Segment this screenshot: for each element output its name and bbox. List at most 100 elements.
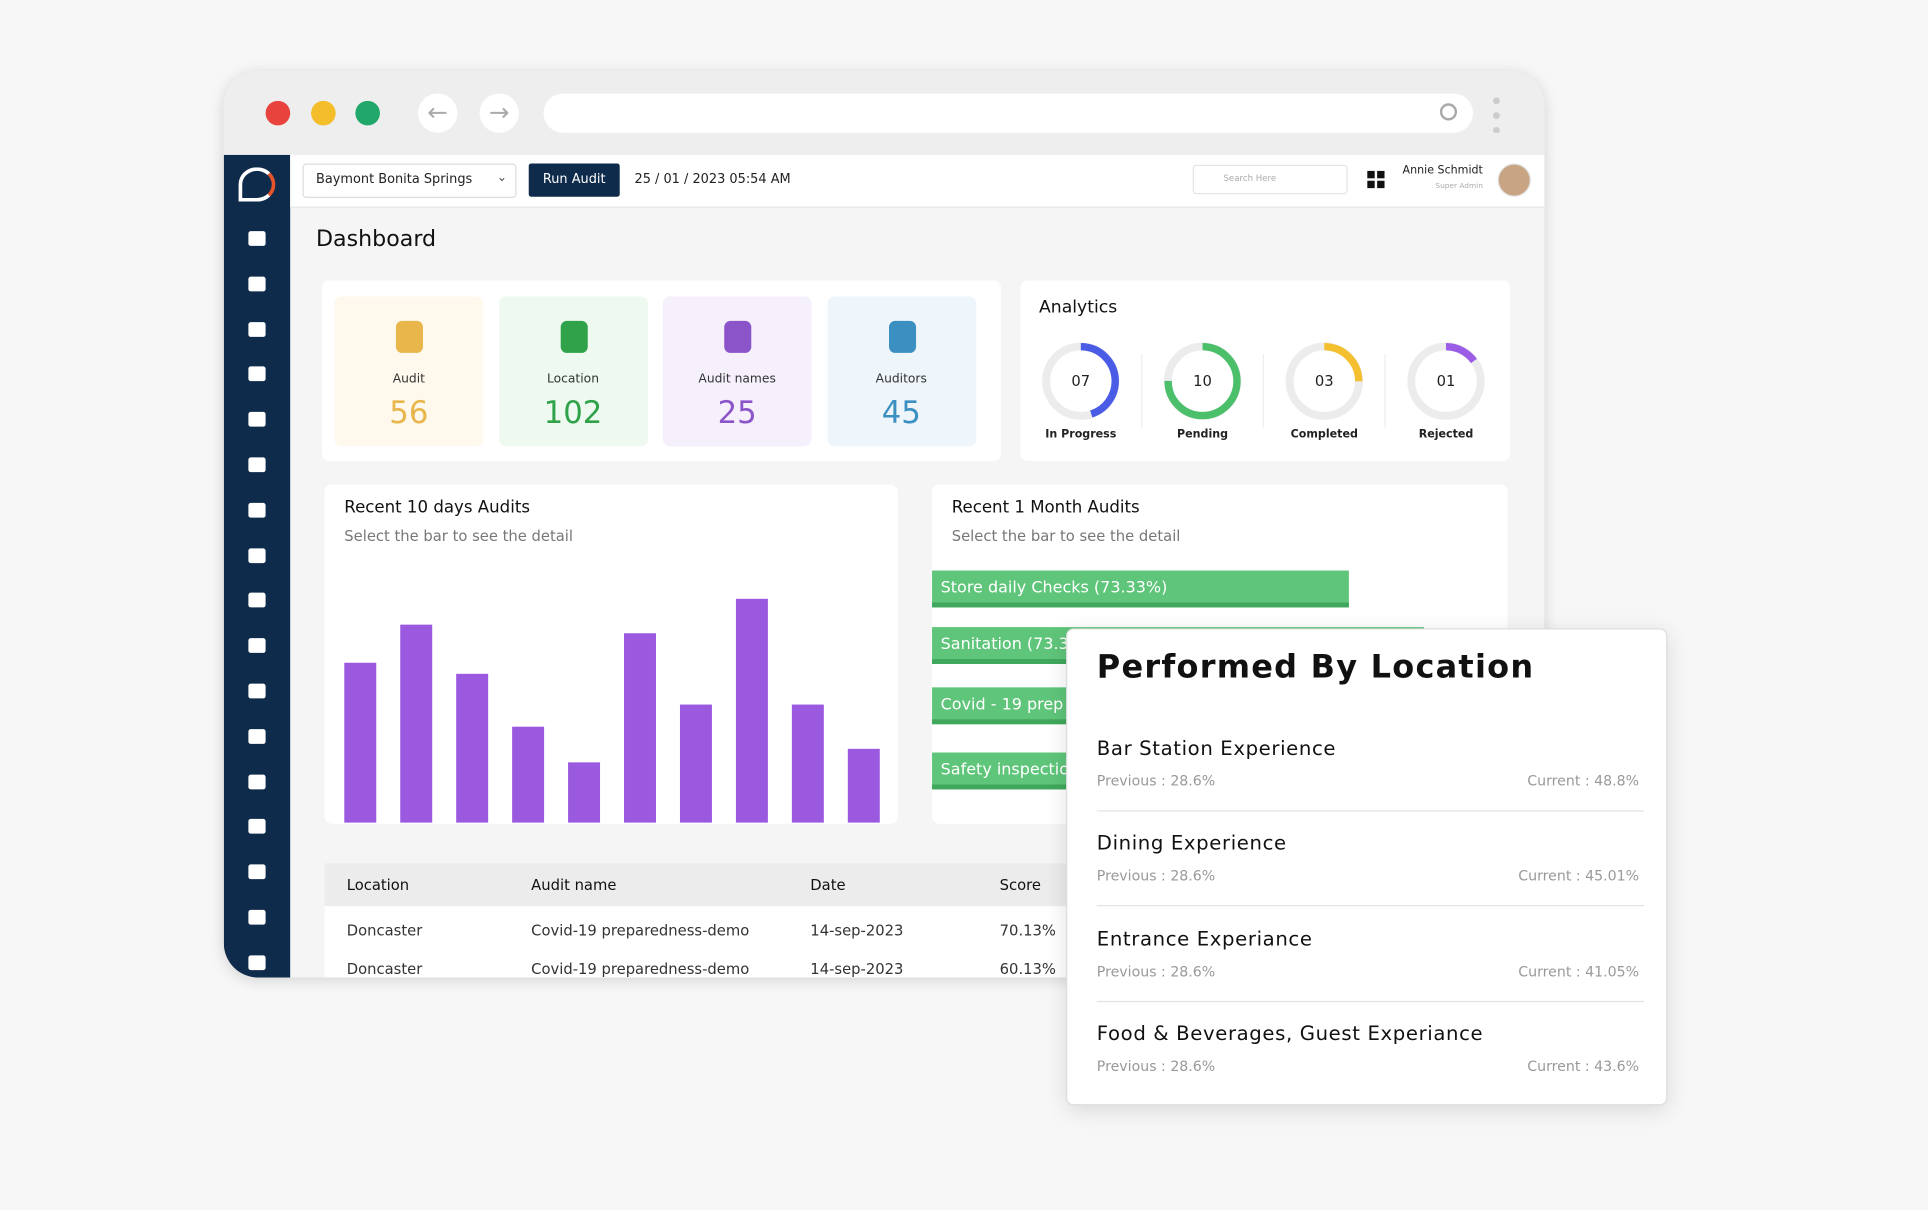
donut-arc xyxy=(1164,343,1241,420)
month-bar[interactable]: Store daily Checks (73.33%) xyxy=(932,570,1349,608)
stat-value: 25 xyxy=(717,394,757,431)
table-cell: 70.13% xyxy=(999,922,1056,940)
run-audit-button[interactable]: Run Audit xyxy=(528,163,620,197)
donut-count: 01 xyxy=(1437,373,1456,390)
close-dot[interactable] xyxy=(265,100,291,126)
divider xyxy=(1384,354,1386,428)
donut-label: Pending xyxy=(1177,429,1229,442)
nav-icon[interactable] xyxy=(248,955,266,970)
nav-icon[interactable] xyxy=(248,728,266,744)
location-name: Food & Beverages, Guest Experiance xyxy=(1096,1021,1484,1046)
chart-title: Recent 10 days Audits xyxy=(344,497,530,518)
table-cell: 60.13% xyxy=(999,960,1056,978)
stat-label: Audit xyxy=(392,372,425,387)
stat-label: Auditors xyxy=(875,372,927,387)
nav-icon[interactable] xyxy=(248,366,266,382)
donut-label: In Progress xyxy=(1045,429,1117,442)
donut: 01 xyxy=(1407,342,1485,420)
donut-arc xyxy=(1407,343,1485,420)
donut-label: Completed xyxy=(1290,429,1358,442)
bar[interactable] xyxy=(791,704,824,823)
stat-card: Location 102 xyxy=(498,296,648,447)
stat-card: Audit names 25 xyxy=(662,296,812,447)
donut: 03 xyxy=(1285,342,1364,420)
nav-icon[interactable] xyxy=(248,593,266,608)
nav-icon[interactable] xyxy=(248,819,266,835)
bar[interactable] xyxy=(400,624,433,823)
nav-icon[interactable] xyxy=(248,276,266,292)
bar[interactable] xyxy=(456,673,489,823)
previous-score: Previous : 28.6% xyxy=(1096,867,1216,885)
donut-count: 10 xyxy=(1193,373,1212,390)
app-header: Baymont Bonita Springs ⌄ Run Audit 25 / … xyxy=(290,154,1545,208)
forward-button[interactable]: → xyxy=(479,93,519,133)
menu-dots[interactable] xyxy=(1492,93,1501,133)
daily-audits-card: Recent 10 days Audits Select the bar to … xyxy=(324,484,898,824)
previous-score: Previous : 28.6% xyxy=(1096,962,1216,980)
bar[interactable] xyxy=(624,633,656,823)
location-name: Bar Station Experience xyxy=(1096,736,1337,760)
separator xyxy=(1096,905,1644,907)
nav-icon[interactable] xyxy=(248,547,266,563)
address-bar[interactable] xyxy=(543,93,1474,133)
nav-icon[interactable] xyxy=(248,638,266,654)
audit-table: Location Audit name Date Score Doncaster Covi… xyxy=(324,863,1087,978)
table-header xyxy=(324,863,1087,907)
stats-panel: Audit 56 Location 102 Audit names 25 Auditors 4… xyxy=(322,280,1001,462)
avatar[interactable] xyxy=(1497,163,1531,197)
divider xyxy=(1141,354,1143,428)
min-dot[interactable] xyxy=(311,100,336,126)
analytics-panel: Analytics 07 In Progress 10 Pending 03 Complet… xyxy=(1020,280,1510,462)
chart-subtitle: Select the bar to see the detail xyxy=(344,527,573,545)
nav-icon[interactable] xyxy=(248,457,266,473)
previous-score: Previous : 28.6% xyxy=(1096,772,1216,790)
back-button[interactable]: ← xyxy=(418,93,458,133)
donut: 07 xyxy=(1042,342,1120,420)
max-dot[interactable] xyxy=(355,100,380,126)
column-header: Date xyxy=(810,876,846,894)
stat-icon xyxy=(724,320,752,353)
bar[interactable] xyxy=(847,748,880,823)
apps-icon[interactable] xyxy=(1367,170,1385,189)
bar[interactable] xyxy=(735,598,768,823)
search-icon xyxy=(1439,103,1458,121)
bar[interactable] xyxy=(344,662,377,823)
stat-card: Audit 56 xyxy=(334,296,484,447)
nav-icon[interactable] xyxy=(248,909,266,925)
table-cell: Covid-19 preparedness-demo xyxy=(531,960,750,978)
browser-window: ← → Baymont Bonita Springs ⌄ Run Audit 2… xyxy=(223,71,1545,978)
current-score: Current : 43.6% xyxy=(1527,1057,1640,1075)
bar[interactable] xyxy=(568,762,601,823)
search-box[interactable]: Search Here xyxy=(1192,164,1348,195)
donut: 10 xyxy=(1163,342,1242,420)
month-subtitle: Select the bar to see the detail xyxy=(951,527,1181,545)
current-score: Current : 48.8% xyxy=(1527,772,1640,790)
bar[interactable] xyxy=(679,704,712,823)
column-header: Score xyxy=(999,876,1041,894)
nav-icon[interactable] xyxy=(248,231,266,246)
location-select[interactable]: Baymont Bonita Springs ⌄ xyxy=(302,163,517,198)
stat-label: Location xyxy=(546,372,599,387)
nav-icon[interactable] xyxy=(248,683,266,699)
search-placeholder: Search Here xyxy=(1223,173,1277,184)
datetime: 25 / 01 / 2023 05:54 AM xyxy=(634,172,791,187)
nav-icon[interactable] xyxy=(248,412,266,427)
bar[interactable] xyxy=(512,726,545,823)
performed-title: Performed By Location xyxy=(1096,649,1535,687)
stat-value: 56 xyxy=(389,394,429,431)
table-cell: 14-sep-2023 xyxy=(810,960,904,978)
nav-icon[interactable] xyxy=(248,502,266,518)
nav-icon[interactable] xyxy=(248,321,266,337)
location-name: Entrance Experiance xyxy=(1096,926,1313,950)
current-score: Current : 45.01% xyxy=(1518,867,1640,885)
table-cell: Doncaster xyxy=(346,960,423,978)
stat-label: Audit names xyxy=(698,372,776,387)
nav-icon[interactable] xyxy=(248,774,266,789)
stat-value: 45 xyxy=(881,394,921,431)
donut-arc xyxy=(1042,343,1119,420)
nav-icon[interactable] xyxy=(248,864,266,880)
sidebar xyxy=(223,154,291,978)
stat-icon xyxy=(560,320,588,353)
table-cell: 14-sep-2023 xyxy=(810,922,904,940)
